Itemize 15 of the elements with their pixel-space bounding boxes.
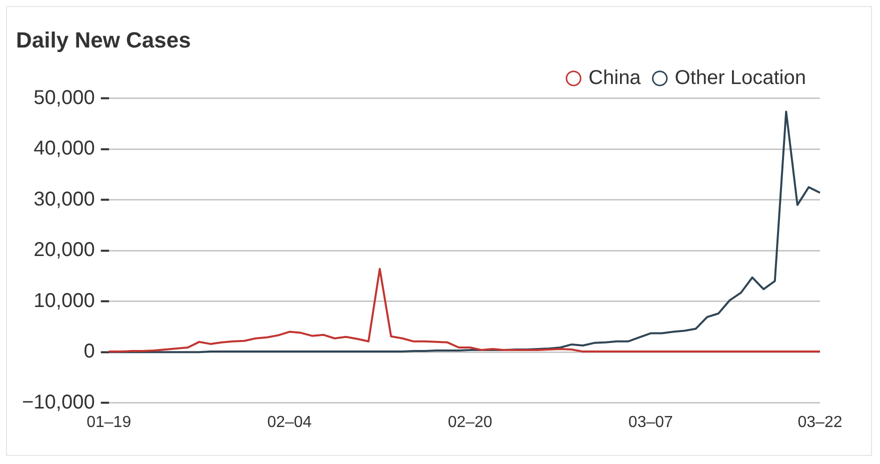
- y-tick-label: 20,000: [34, 239, 95, 262]
- y-tick-label: −10,000: [22, 391, 95, 414]
- x-tick-label: 03–07: [628, 414, 674, 431]
- x-tick-label: 02–04: [267, 414, 312, 431]
- x-tick-label: 01–19: [86, 414, 132, 431]
- x-tick-label: 02–20: [448, 414, 492, 431]
- y-tick-label: 50,000: [34, 86, 95, 109]
- y-tick-label: 0: [84, 340, 95, 363]
- chart-title: Daily New Cases: [16, 27, 191, 52]
- y-tick-label: 30,000: [34, 188, 95, 210]
- y-tick-label: 40,000: [34, 138, 95, 160]
- legend-label: Other Location: [674, 66, 806, 89]
- legend-label: China: [588, 66, 642, 89]
- x-tick-label: 03–22: [798, 414, 842, 431]
- y-tick-label: 10,000: [34, 290, 95, 312]
